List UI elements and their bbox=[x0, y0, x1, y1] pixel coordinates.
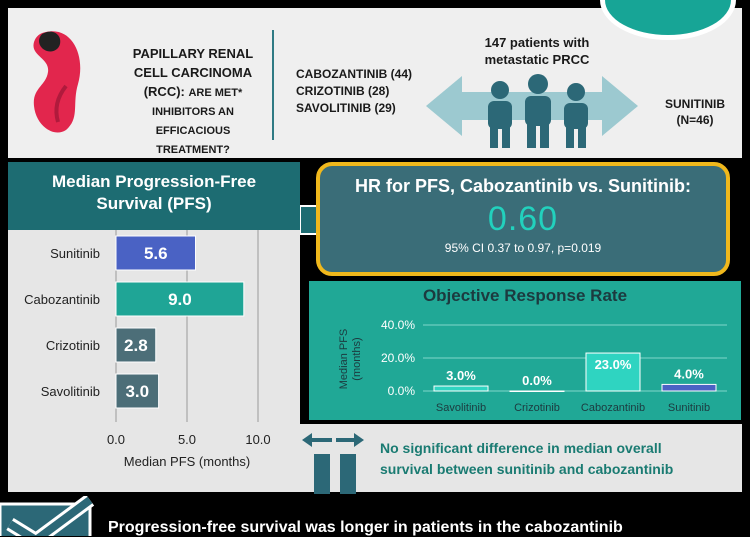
hr-confidence-interval: 95% CI 0.37 to 0.97, p=0.019 bbox=[444, 241, 602, 255]
orr-category-label: Crizotinib bbox=[514, 402, 560, 414]
hero-panel bbox=[8, 8, 742, 158]
hr-value: 0.60 bbox=[487, 200, 559, 238]
pfs-bar-value: 2.8 bbox=[124, 336, 148, 355]
pfs-title-line-1: Median Progression-Free bbox=[51, 172, 257, 191]
drug-arm-cabozantinib: CABOZANTINIB (44) bbox=[296, 67, 412, 81]
top-bar bbox=[0, 0, 750, 8]
patients-line-2: metastatic PRCC bbox=[484, 52, 590, 67]
patients-line-1: 147 patients with bbox=[484, 35, 590, 50]
patient-count: 147 patients with metastatic PRCC bbox=[462, 34, 612, 68]
question-line-1: PAPILLARY RENAL bbox=[132, 46, 254, 61]
drug-arm-savolitinib: SAVOLITINIB (29) bbox=[296, 101, 396, 115]
pfs-bar bbox=[115, 235, 197, 271]
orr-title: Objective Response Rate bbox=[422, 286, 628, 305]
hero-divider bbox=[272, 30, 274, 140]
control-line-2: (N=46) bbox=[676, 113, 714, 127]
os-line-1: No significant difference in median over… bbox=[380, 440, 662, 456]
overall-survival-panel bbox=[300, 424, 742, 492]
orr-bar-value: 4.0% bbox=[674, 366, 704, 381]
question-line-5: EFFICACIOUS TREATMENT? bbox=[155, 125, 231, 156]
pfs-x-axis-label: Median PFS (months) bbox=[124, 454, 250, 469]
pfs-category-label: Crizotinib bbox=[46, 338, 100, 353]
pfs-x-tick-label: 0.0 bbox=[107, 432, 125, 447]
study-question: PAPILLARY RENAL CELL CARCINOMA (RCC): AR… bbox=[118, 44, 268, 160]
question-line-2: CELL CARCINOMA bbox=[133, 65, 253, 80]
equal-arrows-icon bbox=[302, 433, 364, 494]
hazard-ratio-box: HR for PFS, Cabozantinib vs. Sunitinib: … bbox=[316, 162, 730, 276]
orr-y-axis-label: Median PFS(months) bbox=[338, 329, 363, 390]
checkmark-icon bbox=[0, 496, 95, 536]
orr-bar-value: 23.0% bbox=[595, 357, 632, 372]
question-line-3a: (RCC): bbox=[143, 84, 189, 99]
orr-bar bbox=[661, 383, 717, 392]
pfs-bar-value: 9.0 bbox=[168, 290, 192, 309]
pfs-category-label: Sunitinib bbox=[50, 246, 100, 261]
kidney-icon bbox=[33, 31, 81, 133]
orr-bar bbox=[585, 352, 641, 392]
orr-category-label: Cabozantinib bbox=[581, 402, 645, 414]
orr-bar-chart: 0.0% 20.0% 40.0% Median PFS(months) 3.0% Savo… bbox=[338, 318, 727, 414]
question-line-4: INHIBITORS AN bbox=[152, 106, 234, 118]
orr-category-label: Savolitinib bbox=[436, 402, 486, 414]
orr-bar bbox=[433, 385, 489, 392]
orr-y-tick-label: 20.0% bbox=[381, 351, 415, 365]
orr-y-tick-label: 40.0% bbox=[381, 318, 415, 332]
pfs-title-line-2: Survival (PFS) bbox=[96, 194, 212, 213]
orr-bar-value: 3.0% bbox=[446, 368, 476, 383]
orr-bar-value: 0.0% bbox=[522, 373, 552, 388]
pfs-title: Median Progression-Free Survival (PFS) bbox=[8, 162, 300, 230]
conclusion-text: Progression-free survival was longer in … bbox=[108, 519, 623, 536]
people-icon bbox=[488, 74, 588, 148]
pfs-bar bbox=[115, 327, 157, 363]
control-line-1: SUNITINIB bbox=[665, 97, 725, 111]
pfs-x-tick-label: 5.0 bbox=[178, 432, 196, 447]
pfs-x-tick-label: 10.0 bbox=[245, 432, 270, 447]
pfs-category-label: Savolitinib bbox=[41, 384, 100, 399]
pfs-category-label: Cabozantinib bbox=[24, 292, 100, 307]
pfs-bar bbox=[115, 373, 160, 409]
drug-arm-crizotinib: CRIZOTINIB (28) bbox=[296, 84, 390, 98]
hr-title: HR for PFS, Cabozantinib vs. Sunitinib: bbox=[355, 176, 691, 196]
orr-panel bbox=[309, 281, 741, 420]
conclusion-bar bbox=[0, 496, 750, 536]
orr-y-tick-label: 0.0% bbox=[388, 384, 416, 398]
question-line-3b: ARE MET* bbox=[188, 87, 243, 99]
pfs-bar bbox=[115, 281, 245, 317]
question-line-3: (RCC): ARE MET* bbox=[118, 82, 268, 103]
pfs-bar-value: 5.6 bbox=[144, 244, 168, 263]
os-line-2: survival between sunitinib and cabozanti… bbox=[380, 461, 674, 477]
met-drug-arms: CABOZANTINIB (44) CRIZOTINIB (28) SAVOLI… bbox=[296, 66, 412, 117]
double-arrow-icon bbox=[426, 74, 638, 148]
pfs-bar-value: 3.0 bbox=[125, 382, 149, 401]
orr-bar bbox=[509, 390, 565, 392]
control-arm: SUNITINIB (N=46) bbox=[650, 96, 740, 128]
overall-survival-text: No significant difference in median over… bbox=[380, 438, 730, 480]
pfs-bar-chart: 0.0 5.0 10.0 Sunitinib 5.6 Cabozantinib 9.0 Cri… bbox=[24, 230, 271, 469]
orr-category-label: Sunitinib bbox=[668, 402, 710, 414]
